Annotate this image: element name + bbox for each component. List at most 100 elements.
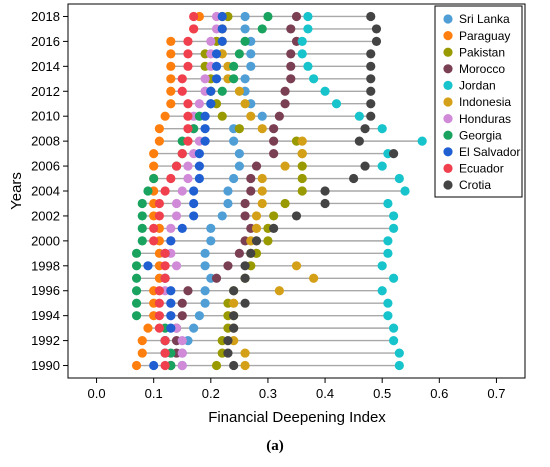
legend-marker (443, 80, 453, 90)
data-point (366, 61, 376, 71)
data-point (154, 298, 164, 308)
data-point (229, 74, 239, 84)
data-point (274, 286, 284, 296)
y-tick-label: 1994 (31, 308, 60, 323)
data-point (286, 49, 296, 59)
x-tick-label: 0.6 (430, 386, 448, 401)
data-point (194, 99, 204, 109)
data-point (206, 86, 216, 96)
data-point (217, 86, 227, 96)
data-point (257, 186, 267, 196)
data-point (160, 360, 170, 371)
data-point (309, 273, 319, 283)
data-point (257, 124, 267, 134)
legend-marker (443, 147, 453, 157)
data-point (160, 111, 170, 121)
data-point (194, 161, 204, 171)
data-point (229, 286, 239, 296)
data-point (349, 173, 359, 184)
data-point (154, 198, 164, 209)
data-point (240, 24, 250, 34)
legend-label: Jordan (459, 79, 496, 93)
data-point (366, 11, 376, 22)
legend-item: Honduras (443, 112, 511, 126)
data-point (211, 74, 222, 84)
data-point (177, 298, 187, 308)
legend-item: Crotia (443, 178, 491, 192)
data-point (171, 198, 182, 209)
data-point (177, 311, 187, 321)
data-point (400, 186, 410, 196)
legend-label: Ecuador (459, 162, 504, 176)
legend-item: Sri Lanka (443, 12, 510, 26)
data-point (297, 161, 307, 171)
data-point (280, 198, 290, 209)
data-point (297, 149, 307, 159)
data-point (240, 261, 250, 271)
data-point (257, 173, 267, 184)
data-point (371, 24, 382, 34)
data-point (217, 111, 227, 121)
data-point (177, 336, 187, 346)
data-point (131, 286, 142, 296)
data-point (166, 323, 176, 333)
data-point (131, 360, 142, 371)
y-tick-label: 2000 (31, 233, 60, 248)
data-point (263, 11, 273, 22)
data-point (189, 198, 199, 209)
data-point (183, 173, 193, 184)
data-point (223, 336, 233, 346)
data-point (149, 173, 159, 184)
data-point (189, 24, 199, 34)
y-tick-label: 2008 (31, 134, 60, 149)
data-point (257, 198, 267, 209)
data-point (160, 261, 170, 271)
data-point (183, 99, 193, 109)
legend-marker (443, 14, 453, 24)
data-point (246, 186, 256, 196)
y-tick-label: 2012 (31, 84, 60, 99)
data-point (354, 136, 364, 146)
data-point (240, 11, 250, 22)
legend-label: Crotia (459, 178, 491, 192)
data-point (200, 111, 210, 121)
y-tick-label: 1996 (31, 283, 60, 298)
data-point (194, 173, 204, 184)
data-point (206, 236, 216, 246)
data-point (251, 236, 262, 246)
data-point (223, 198, 233, 209)
data-point (291, 11, 302, 22)
data-point (234, 49, 244, 59)
x-tick-label: 0.3 (259, 386, 277, 401)
data-point (383, 298, 393, 308)
data-point (377, 286, 387, 296)
data-point (131, 311, 142, 321)
legend-marker (443, 114, 453, 124)
legend-item: Ecuador (443, 162, 504, 176)
data-point (229, 323, 239, 333)
data-point (143, 323, 153, 333)
data-point (394, 360, 404, 371)
data-point (131, 273, 142, 283)
x-tick-label: 0.7 (487, 386, 505, 401)
data-point (160, 186, 170, 196)
y-axis-title: Years (8, 172, 25, 210)
x-axis-title: Financial Deepening Index (208, 409, 386, 426)
x-tick-label: 0.2 (202, 386, 220, 401)
y-tick-label: 2004 (31, 184, 60, 199)
legend-marker (443, 180, 453, 190)
data-point (171, 211, 182, 221)
data-point (166, 86, 176, 96)
data-point (383, 236, 393, 246)
data-point (137, 198, 147, 209)
data-point (200, 286, 210, 296)
data-point (217, 36, 227, 47)
data-point (297, 186, 307, 196)
data-point (166, 236, 176, 246)
data-point (286, 61, 296, 71)
data-point (366, 49, 376, 59)
data-point (377, 161, 387, 171)
data-point (246, 248, 256, 258)
data-point (217, 11, 227, 22)
